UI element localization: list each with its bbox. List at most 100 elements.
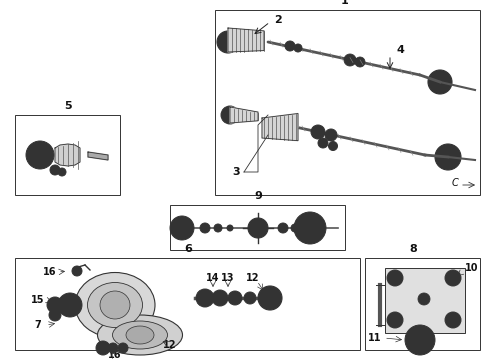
Text: 3: 3 <box>232 167 240 177</box>
Circle shape <box>294 44 302 52</box>
Circle shape <box>231 294 239 302</box>
Circle shape <box>450 275 456 280</box>
Circle shape <box>328 141 338 150</box>
Circle shape <box>421 297 426 302</box>
Circle shape <box>200 293 210 303</box>
Text: 6: 6 <box>184 244 192 254</box>
Text: 1: 1 <box>341 0 349 6</box>
Circle shape <box>428 70 452 94</box>
Text: 14: 14 <box>206 273 220 283</box>
Circle shape <box>227 225 233 231</box>
Circle shape <box>440 149 456 165</box>
Circle shape <box>413 333 427 347</box>
Polygon shape <box>262 113 298 141</box>
Ellipse shape <box>98 315 182 355</box>
Text: 4: 4 <box>396 45 404 55</box>
Circle shape <box>433 75 447 89</box>
Circle shape <box>253 223 263 233</box>
Circle shape <box>214 224 222 232</box>
Circle shape <box>217 31 239 53</box>
Circle shape <box>387 312 403 328</box>
Circle shape <box>222 36 234 48</box>
Circle shape <box>355 57 365 67</box>
Circle shape <box>33 148 47 162</box>
Circle shape <box>352 58 358 64</box>
Circle shape <box>391 274 399 283</box>
Text: 16: 16 <box>43 267 57 277</box>
Circle shape <box>320 140 326 146</box>
Circle shape <box>294 212 326 244</box>
Text: 5: 5 <box>64 101 72 111</box>
Circle shape <box>325 129 337 141</box>
Circle shape <box>110 345 116 351</box>
Text: 11: 11 <box>368 333 382 343</box>
Circle shape <box>448 274 458 283</box>
Circle shape <box>50 165 60 175</box>
Circle shape <box>318 138 328 148</box>
Circle shape <box>327 131 335 139</box>
Circle shape <box>60 170 64 174</box>
Circle shape <box>291 224 299 232</box>
Circle shape <box>314 128 322 136</box>
Circle shape <box>51 311 58 319</box>
Circle shape <box>278 223 288 233</box>
Circle shape <box>108 343 118 353</box>
Circle shape <box>258 286 282 310</box>
Circle shape <box>307 225 314 231</box>
Circle shape <box>392 318 397 323</box>
Circle shape <box>311 125 325 139</box>
Circle shape <box>26 141 54 169</box>
Circle shape <box>58 293 82 317</box>
Bar <box>365 258 480 350</box>
Circle shape <box>418 293 430 305</box>
Polygon shape <box>230 107 258 123</box>
Text: 12: 12 <box>246 273 260 283</box>
Bar <box>15 258 360 350</box>
Circle shape <box>448 315 458 324</box>
Circle shape <box>225 110 235 120</box>
Circle shape <box>177 223 187 233</box>
Text: 10: 10 <box>465 263 479 273</box>
Circle shape <box>50 300 60 310</box>
Circle shape <box>246 294 253 302</box>
Ellipse shape <box>75 273 155 338</box>
Circle shape <box>175 221 189 235</box>
Text: 13: 13 <box>221 273 235 283</box>
Circle shape <box>118 343 128 353</box>
Circle shape <box>120 345 126 351</box>
Circle shape <box>221 106 239 124</box>
Circle shape <box>200 223 210 233</box>
Circle shape <box>74 268 80 274</box>
Polygon shape <box>228 28 264 52</box>
Circle shape <box>285 41 295 51</box>
Circle shape <box>391 315 399 324</box>
Bar <box>385 268 465 333</box>
Circle shape <box>392 275 397 280</box>
Circle shape <box>49 309 61 321</box>
Circle shape <box>344 54 356 66</box>
Circle shape <box>295 45 300 50</box>
Circle shape <box>416 337 423 343</box>
Bar <box>215 10 480 195</box>
Circle shape <box>63 298 77 312</box>
Circle shape <box>216 293 224 302</box>
Circle shape <box>228 291 242 305</box>
Ellipse shape <box>88 283 143 328</box>
Circle shape <box>450 318 456 323</box>
Text: 8: 8 <box>409 244 417 254</box>
Circle shape <box>287 43 293 49</box>
Circle shape <box>99 344 107 352</box>
Ellipse shape <box>113 321 168 349</box>
Circle shape <box>212 290 228 306</box>
Circle shape <box>36 151 44 159</box>
Circle shape <box>445 312 461 328</box>
Text: 12: 12 <box>163 340 177 350</box>
Circle shape <box>58 168 66 176</box>
Circle shape <box>248 218 268 238</box>
Text: 7: 7 <box>35 320 41 330</box>
Circle shape <box>170 216 194 240</box>
Ellipse shape <box>126 326 154 344</box>
Circle shape <box>263 291 277 305</box>
Bar <box>170 205 345 250</box>
Text: C: C <box>451 178 458 188</box>
